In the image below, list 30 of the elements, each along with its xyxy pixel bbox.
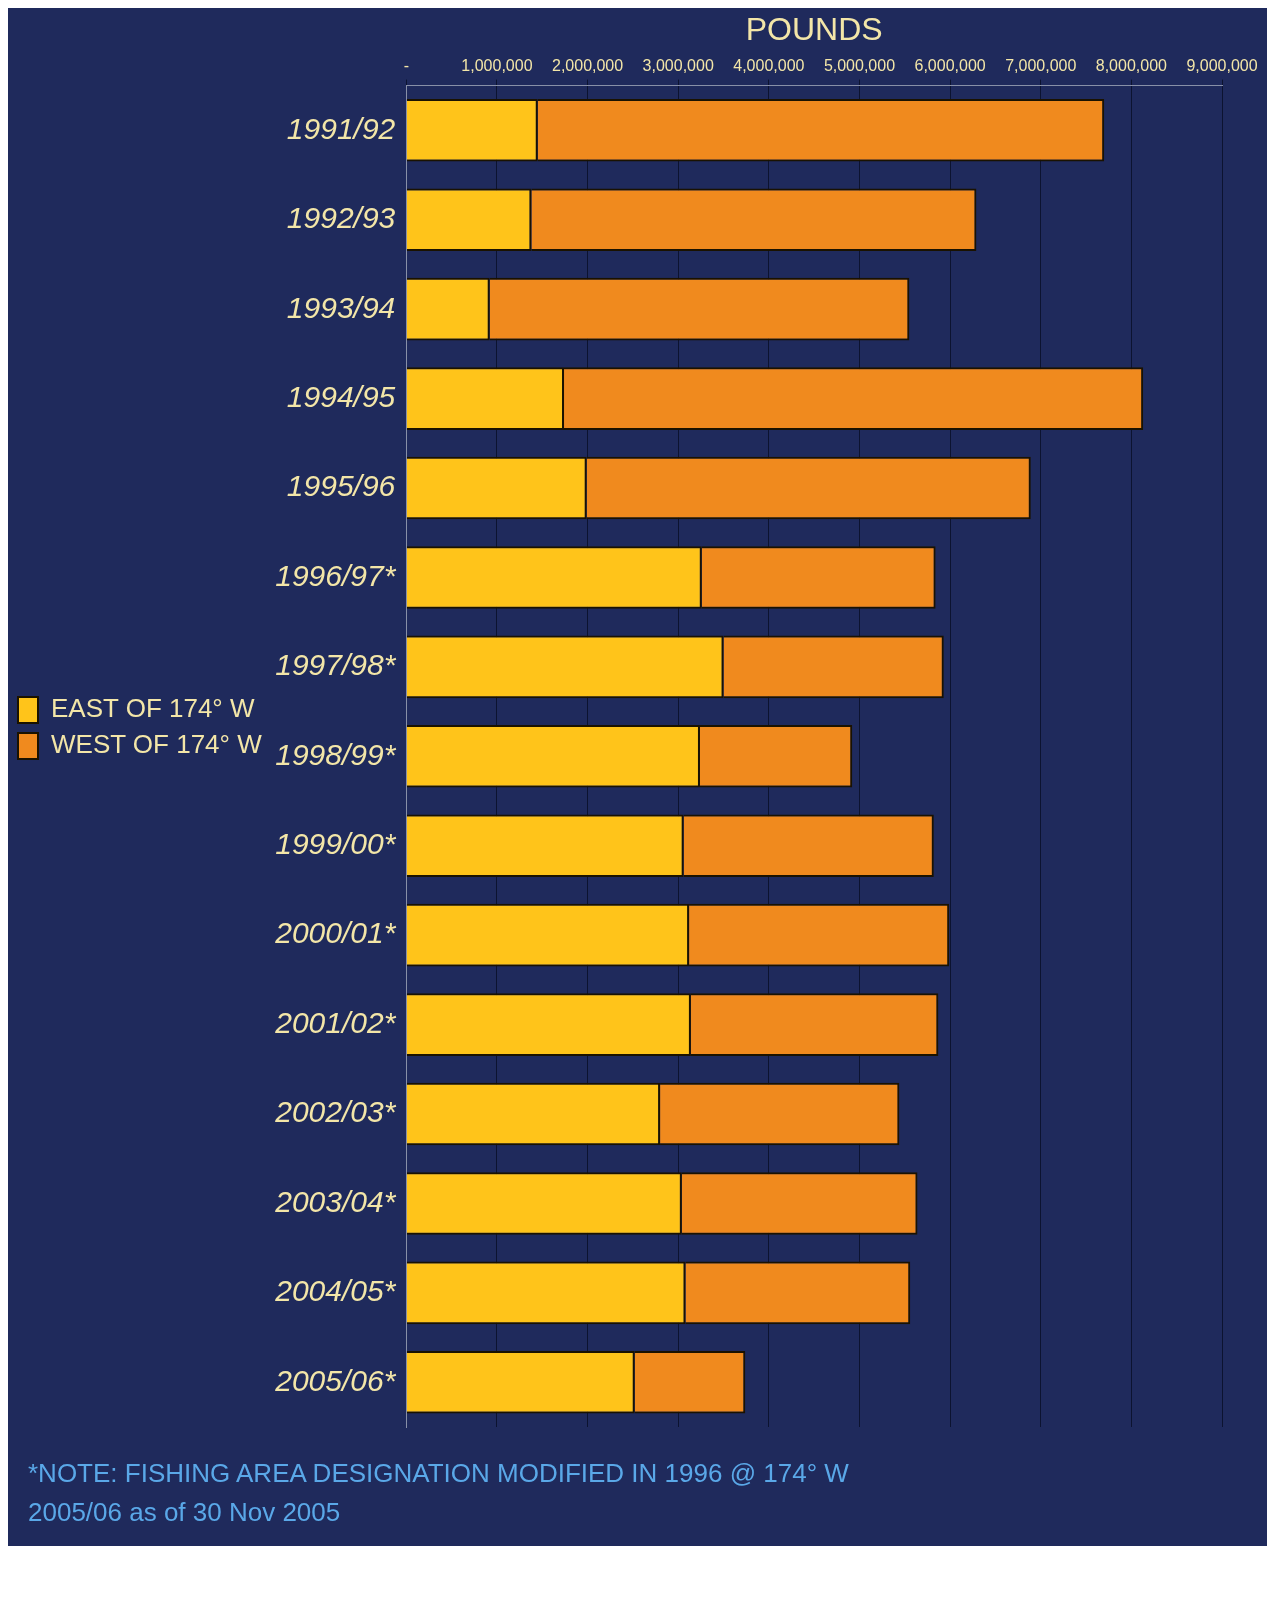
legend-label: WEST OF 174° W [51, 729, 263, 760]
y-tick-label: 2003/04* [274, 1184, 397, 1218]
y-tick-label: 1995/96 [286, 469, 396, 503]
x-tick-label: 6,000,000 [914, 57, 986, 75]
y-tick-label: 1992/93 [286, 201, 396, 235]
y-tick-label: 2005/06* [274, 1363, 397, 1397]
y-tick-label: 1994/95 [286, 379, 396, 413]
y-tick-label: 1997/98* [275, 648, 397, 682]
x-tick-label: 3,000,000 [642, 57, 714, 75]
x-tick-label: 4,000,000 [733, 57, 805, 75]
x-tick-label: 5,000,000 [823, 57, 896, 75]
text: *NOTE: FISHING AREA DESIGNATION MODIFIED IN 1996 @ 174° W [28, 1458, 850, 1489]
y-tick-label: 2002/03* [274, 1095, 397, 1129]
y-tick-label: 1996/97* [275, 558, 397, 592]
x-tick-label: 1,000,000 [461, 57, 533, 75]
y-tick-label: 2000/01* [274, 916, 397, 950]
y-tick-label: 1999/00* [275, 827, 397, 861]
x-axis-title: POUNDS [745, 11, 883, 48]
x-tick-label: - [403, 57, 409, 75]
y-tick-label: 2004/05* [274, 1274, 397, 1308]
y-tick-label: 2001/02* [274, 1005, 397, 1039]
text: 2005/06 as of 30 Nov 2005 [28, 1497, 342, 1528]
x-tick-label: 7,000,000 [1005, 57, 1077, 75]
y-tick-label: 1993/94 [286, 290, 396, 324]
legend-label: EAST OF 174° W [51, 693, 255, 724]
x-tick-label: 2,000,000 [551, 57, 624, 75]
y-tick-label: 1998/99* [275, 737, 397, 771]
y-tick-label: 1991/92 [286, 111, 396, 145]
x-tick-label: 8,000,000 [1095, 57, 1168, 75]
x-tick-label: 9,000,000 [1186, 57, 1258, 75]
